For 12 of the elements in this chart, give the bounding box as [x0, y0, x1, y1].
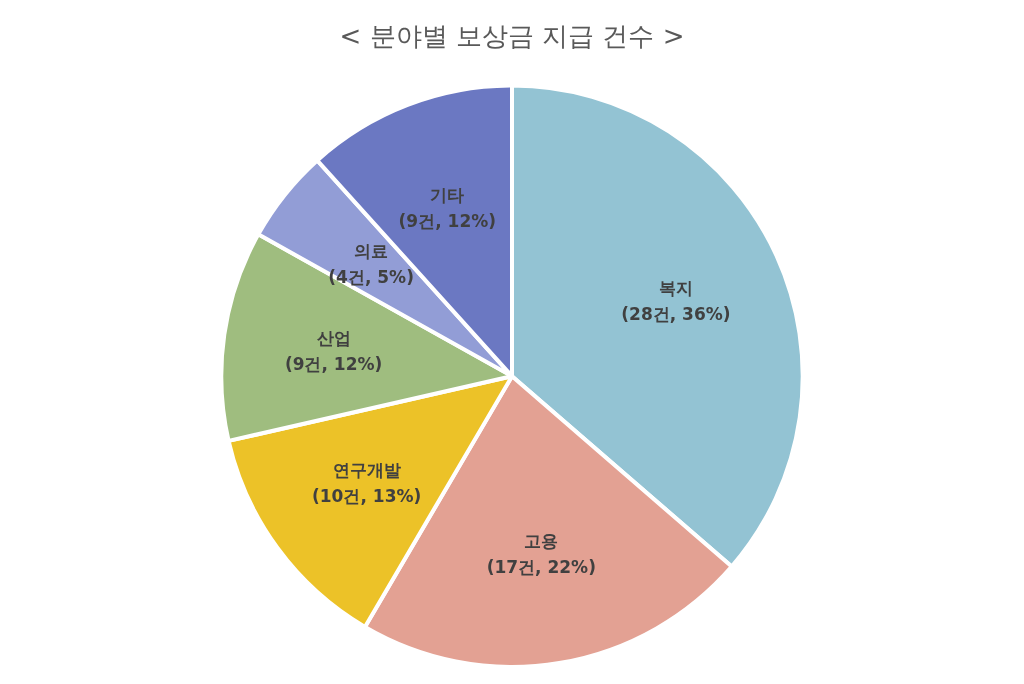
chart-title: < 분야별 보상금 지급 건수 > [339, 21, 685, 51]
slice-label: 고용 [524, 531, 559, 552]
data-label: (28건, 36%) [621, 304, 731, 325]
slice-label: 산업 [316, 327, 351, 348]
data-label: (9건, 12%) [284, 353, 383, 374]
data-label: (10건, 13%) [311, 485, 422, 506]
slice-label: 복지 [658, 278, 693, 299]
slice-label: 연구개발 [332, 459, 401, 480]
slice-label: 기타 [430, 184, 465, 205]
data-label: (9건, 12%) [398, 210, 497, 231]
slice-label: 의료 [354, 240, 389, 261]
data-label: (17건, 22%) [486, 557, 596, 578]
